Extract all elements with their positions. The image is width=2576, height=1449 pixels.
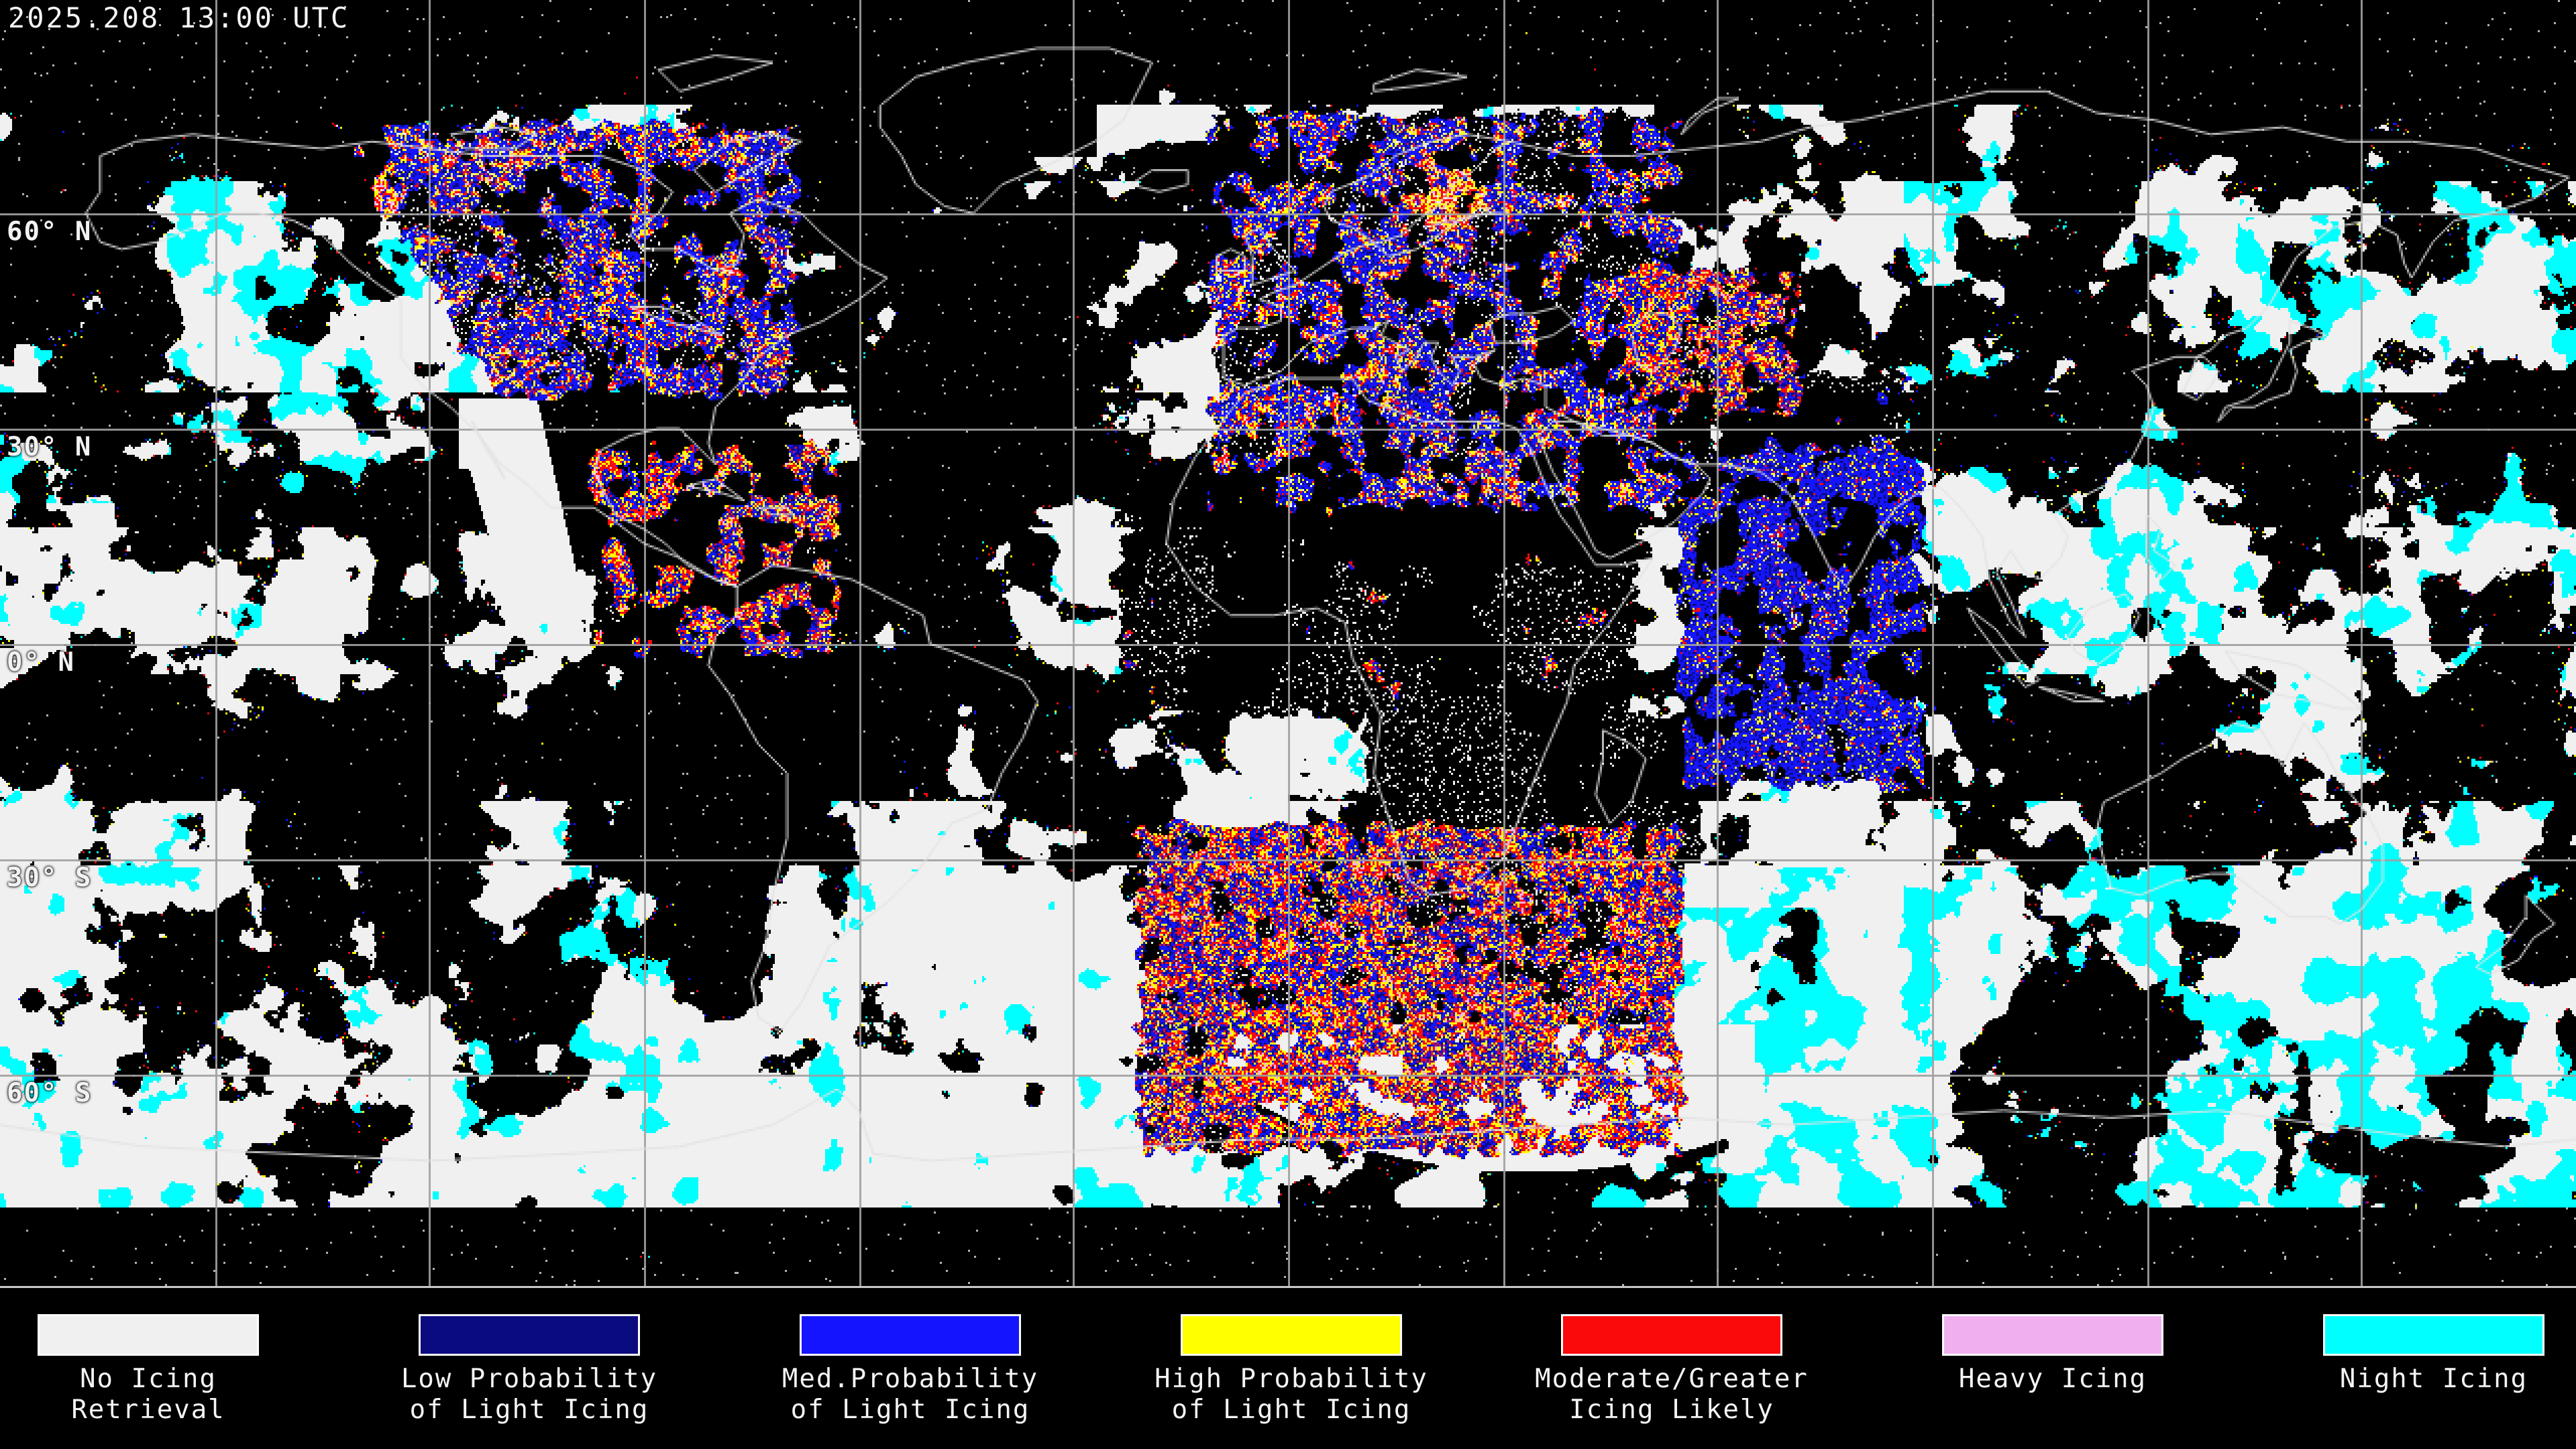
legend-label: Night Icing bbox=[2246, 1364, 2576, 1395]
legend-label-line: of Light Icing bbox=[790, 1395, 1030, 1425]
legend-label: Heavy Icing bbox=[1865, 1364, 2241, 1395]
legend-item-night_icing: Night Icing bbox=[2246, 1314, 2576, 1395]
legend-label-line: Low Probability bbox=[400, 1364, 658, 1394]
legend-label-line: Retrieval bbox=[71, 1395, 225, 1425]
legend-label-line: of Light Icing bbox=[1171, 1395, 1411, 1425]
legend-label: High Probability of Light Icing bbox=[1104, 1364, 1479, 1426]
legend-swatch-low_prob_light_icing bbox=[419, 1314, 640, 1356]
legend-bar: No Icing Retrieval Low Probability of Light… bbox=[0, 1288, 2576, 1449]
legend-item-moderate_greater_icing: Moderate/Greater Icing Likely bbox=[1484, 1314, 1860, 1426]
legend-label-line: Night Icing bbox=[2339, 1364, 2528, 1394]
world-icing-map bbox=[0, 0, 2576, 1288]
legend-label-line: Med.Probability bbox=[782, 1364, 1039, 1394]
legend-swatch-high_prob_light_icing bbox=[1181, 1314, 1402, 1356]
legend-item-med_prob_light_icing: Med.Probability of Light Icing bbox=[722, 1314, 1098, 1426]
legend-label-line: Moderate/Greater bbox=[1535, 1364, 1809, 1394]
legend-label: Low Probability of Light Icing bbox=[341, 1364, 717, 1426]
legend-swatch-med_prob_light_icing bbox=[800, 1314, 1021, 1356]
timestamp-label: 2025.208 13:00 UTC bbox=[8, 1, 350, 34]
latitude-label: 0° N bbox=[7, 647, 75, 678]
legend-label-line: of Light Icing bbox=[409, 1395, 649, 1425]
legend-swatch-heavy_icing bbox=[1942, 1314, 2163, 1356]
legend-label: Moderate/Greater Icing Likely bbox=[1484, 1364, 1860, 1426]
legend-item-no_icing_retrieval: No Icing Retrieval bbox=[0, 1314, 336, 1426]
latitude-label: 60° N bbox=[7, 217, 93, 247]
legend-swatch-no_icing_retrieval bbox=[38, 1314, 259, 1356]
latitude-label: 60° S bbox=[7, 1078, 93, 1108]
legend-label-line: High Probability bbox=[1155, 1364, 1428, 1394]
legend-label-line: No Icing bbox=[80, 1364, 217, 1394]
legend-swatch-moderate_greater_icing bbox=[1561, 1314, 1782, 1356]
latitude-label: 30° N bbox=[7, 432, 93, 462]
legend-label: Med.Probability of Light Icing bbox=[722, 1364, 1098, 1426]
legend-item-high_prob_light_icing: High Probability of Light Icing bbox=[1104, 1314, 1479, 1426]
legend-item-low_prob_light_icing: Low Probability of Light Icing bbox=[341, 1314, 717, 1426]
legend-item-heavy_icing: Heavy Icing bbox=[1865, 1314, 2241, 1395]
legend-label-line: Heavy Icing bbox=[1958, 1364, 2147, 1394]
legend-label-line: Icing Likely bbox=[1569, 1395, 1774, 1425]
latitude-label: 30° S bbox=[7, 863, 93, 893]
legend-label: No Icing Retrieval bbox=[0, 1364, 336, 1426]
legend-swatch-night_icing bbox=[2323, 1314, 2544, 1356]
